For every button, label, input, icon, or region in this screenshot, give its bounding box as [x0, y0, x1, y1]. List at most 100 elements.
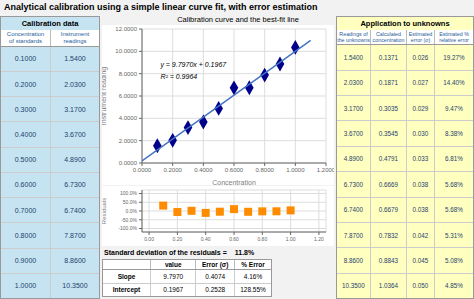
html-text:0.6679: 0.6679 — [378, 206, 399, 214]
html-text:4.8900: 4.8900 — [64, 156, 86, 164]
html-text:6.7300: 6.7300 — [343, 180, 364, 188]
svg-text:1.00: 1.00 — [286, 236, 296, 242]
html-text:19.27%: 19.27% — [443, 53, 465, 61]
html-text:6.7300: 6.7300 — [64, 181, 86, 189]
html-text:3.6700: 3.6700 — [64, 131, 86, 138]
html-text:5.68%: 5.68% — [445, 180, 463, 188]
html-text:8.8600: 8.8600 — [64, 257, 86, 265]
svg-text:50.0%: 50.0% — [123, 199, 138, 205]
html-text:y = 9.7970x + 0.1967: y = 9.7970x + 0.1967 — [160, 61, 227, 69]
html-text:0.4074: 0.4074 — [205, 273, 226, 281]
html-text:0.050: 0.050 — [412, 282, 429, 290]
html-text:Calibration curve and the best: Calibration curve and the best-fit line — [177, 15, 299, 24]
svg-text:0.60: 0.60 — [229, 236, 239, 242]
html-text:1.0364: 1.0364 — [378, 282, 399, 290]
svg-text:100.0%: 100.0% — [120, 190, 138, 196]
html-text:0.029: 0.029 — [412, 104, 429, 112]
html-text:0.9000: 0.9000 — [14, 257, 37, 265]
html-text:2.0300: 2.0300 — [64, 80, 86, 88]
html-text:3.1700: 3.1700 — [343, 104, 364, 112]
html-text:0.1871: 0.1871 — [378, 79, 399, 87]
html-text:0.1371: 0.1371 — [378, 53, 399, 61]
html-text:Intercept: Intercept — [112, 286, 141, 294]
html-text:14.40%: 14.40% — [443, 79, 465, 87]
html-text:R² = 0.9964: R² = 0.9964 — [160, 73, 198, 81]
html-text:0.8000: 0.8000 — [14, 231, 37, 239]
svg-text:-100.0%: -100.0% — [118, 225, 137, 231]
svg-text:1.20: 1.20 — [314, 236, 324, 242]
svg-text:4.0000: 4.0000 — [119, 115, 138, 121]
svg-text:0.40: 0.40 — [201, 236, 211, 242]
html-text:0.038: 0.038 — [412, 206, 429, 214]
html-text:0.026: 0.026 — [412, 53, 429, 61]
html-text:1.0000: 1.0000 — [14, 282, 37, 290]
html-text:0.2000: 0.2000 — [14, 80, 37, 88]
svg-text:2.0000: 2.0000 — [119, 138, 138, 144]
html-text:4.16%: 4.16% — [243, 273, 263, 281]
html-text:4.85%: 4.85% — [445, 282, 463, 290]
html-text:0.6669: 0.6669 — [378, 180, 399, 188]
html-text:1.5400: 1.5400 — [343, 53, 364, 61]
svg-text:0.8000: 0.8000 — [255, 167, 274, 173]
html-text:5.68%: 5.68% — [445, 206, 463, 214]
svg-text:Residuals: Residuals — [102, 198, 107, 224]
html-text:of standards: of standards — [9, 37, 42, 44]
html-text:5.31%: 5.31% — [445, 231, 463, 239]
html-text:1.5400: 1.5400 — [64, 55, 86, 63]
html-text:4.8900: 4.8900 — [343, 155, 364, 163]
html-text:9.7970: 9.7970 — [163, 273, 184, 281]
svg-text:Concentration: Concentration — [212, 179, 256, 185]
html-text:value: value — [164, 261, 182, 268]
html-text:Standard deviation of the resi: Standard deviation of the residuals = — [104, 249, 227, 256]
svg-text:0.0%: 0.0% — [126, 208, 138, 214]
svg-text:0.80: 0.80 — [257, 236, 267, 242]
html-text:11.8%: 11.8% — [234, 249, 255, 256]
html-text:7.8700: 7.8700 — [343, 231, 364, 239]
html-text:6.7400: 6.7400 — [64, 206, 86, 214]
html-text:0.6000: 0.6000 — [14, 181, 37, 189]
html-text:0.038: 0.038 — [412, 180, 429, 188]
html-text:0.5000: 0.5000 — [14, 156, 37, 164]
html-text:0.4791: 0.4791 — [378, 155, 399, 163]
html-text:128.55%: 128.55% — [240, 286, 266, 294]
html-text:0.7000: 0.7000 — [14, 206, 37, 214]
html-text:0.042: 0.042 — [412, 231, 429, 239]
html-text:6.7400: 6.7400 — [343, 206, 364, 214]
html-text:Analytical calibration using a: Analytical calibration using a simple li… — [4, 2, 318, 12]
html-text:7.8700: 7.8700 — [64, 231, 86, 239]
svg-text:0.2000: 0.2000 — [163, 167, 182, 173]
html-text:0.1000: 0.1000 — [14, 55, 37, 63]
svg-text:0.20: 0.20 — [173, 236, 183, 242]
html-text:0.3035: 0.3035 — [378, 104, 399, 112]
svg-text:-50.0%: -50.0% — [121, 217, 137, 223]
html-text:3.1700: 3.1700 — [64, 105, 86, 113]
svg-text:12.0000: 12.0000 — [115, 26, 137, 32]
html-text:Calibration data: Calibration data — [21, 19, 79, 28]
svg-text:1.2000: 1.2000 — [317, 167, 334, 173]
svg-text:0.0000: 0.0000 — [119, 160, 138, 166]
html-text:6.81%: 6.81% — [445, 155, 463, 163]
html-text:0.4000: 0.4000 — [14, 131, 37, 138]
svg-text:0.00: 0.00 — [144, 236, 154, 242]
html-text:0.1967: 0.1967 — [163, 286, 184, 294]
html-text:10.3500: 10.3500 — [342, 282, 365, 290]
svg-text:0.6000: 0.6000 — [225, 167, 244, 173]
html-text:Slope: Slope — [117, 273, 136, 281]
html-text:10.3500: 10.3500 — [62, 282, 88, 290]
html-text:0.027: 0.027 — [412, 79, 429, 87]
svg-text:1.0000: 1.0000 — [286, 167, 305, 173]
svg-text:6.0000: 6.0000 — [119, 93, 138, 99]
html-text:0.7832: 0.7832 — [378, 231, 399, 239]
svg-text:0.4000: 0.4000 — [194, 167, 213, 173]
svg-text:8.0000: 8.0000 — [119, 71, 138, 77]
html-text:0.2528: 0.2528 — [205, 286, 226, 294]
html-text:Application to unknowns: Application to unknowns — [360, 19, 450, 28]
html-text:9.47%: 9.47% — [445, 104, 463, 112]
svg-text:10.0000: 10.0000 — [115, 48, 137, 54]
svg-text:0.0000: 0.0000 — [133, 167, 152, 173]
html-text:0.033: 0.033 — [412, 155, 429, 163]
html-text:readings: readings — [63, 37, 87, 44]
html-text:0.3000: 0.3000 — [14, 105, 37, 113]
html-text:2.0300: 2.0300 — [343, 79, 364, 87]
svg-text:Instrument reading: Instrument reading — [102, 67, 108, 125]
